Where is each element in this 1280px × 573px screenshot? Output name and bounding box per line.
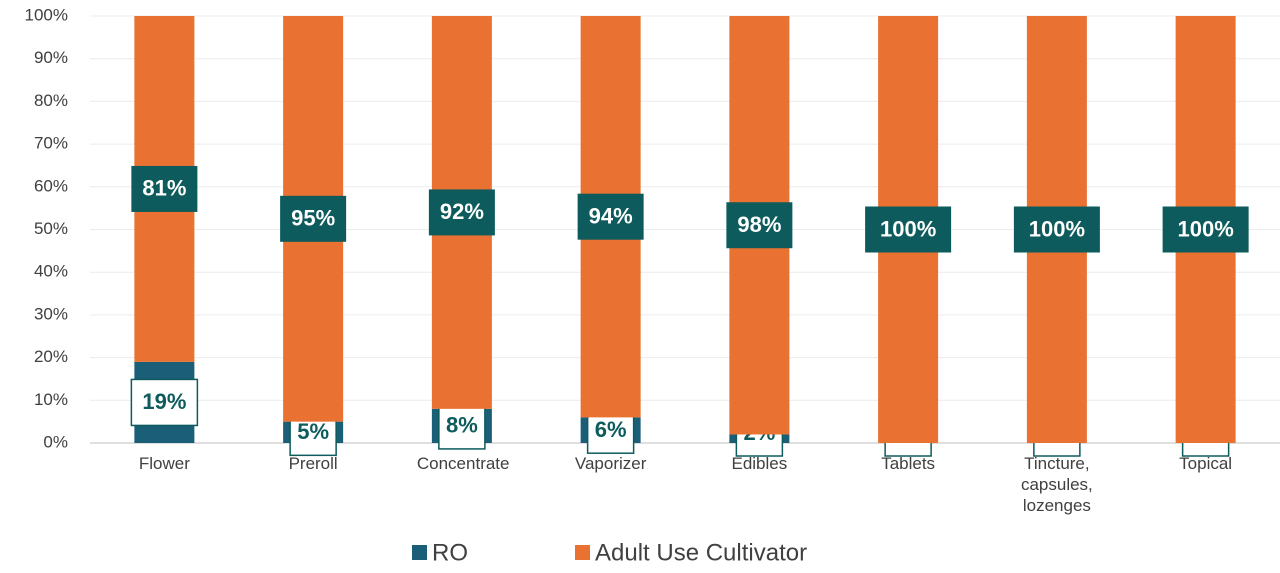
data-label: 8%	[446, 413, 478, 438]
x-tick-label: Vaporizer	[574, 454, 647, 473]
data-label: 100%	[1029, 216, 1085, 241]
x-tick-label: Edibles	[731, 454, 788, 473]
y-tick-label: 20%	[34, 347, 68, 366]
y-tick-label: 80%	[34, 91, 68, 110]
y-tick-label: 10%	[34, 390, 68, 409]
x-tick-label-box: Vaporizer	[574, 454, 647, 473]
legend-swatch	[412, 545, 427, 560]
legend-label: Adult Use Cultivator	[595, 539, 807, 566]
x-tick-label: Tincture, capsules, lozenges	[1020, 454, 1093, 515]
x-tick-label: Flower	[138, 454, 190, 473]
data-label-box	[865, 206, 952, 253]
data-label-box	[577, 193, 644, 240]
data-label-box	[726, 202, 793, 249]
data-label: 6%	[595, 417, 627, 442]
data-label: 81%	[142, 176, 186, 201]
data-label: 94%	[589, 204, 633, 229]
data-label-box	[428, 189, 495, 236]
y-tick-label: 70%	[34, 134, 68, 153]
x-tick-label: Tablets	[881, 454, 936, 473]
y-tick-label: 30%	[34, 304, 68, 323]
data-label-box	[1162, 206, 1249, 253]
data-label-box	[130, 378, 199, 427]
data-label-box	[1013, 206, 1100, 253]
x-tick-label: Concentrate	[416, 454, 510, 473]
x-tick-label-box: Concentrate	[416, 454, 510, 473]
x-tick-label-box: Preroll	[288, 454, 338, 473]
data-label: 5%	[297, 419, 329, 444]
y-tick-label: 100%	[25, 5, 68, 24]
data-label: 19%	[142, 389, 186, 414]
y-tick-label: 0%	[43, 432, 68, 451]
data-label-box	[438, 402, 486, 450]
x-tick-label: Preroll	[288, 454, 338, 473]
x-tick-label-box: Tablets	[881, 454, 936, 473]
x-tick-label-box: Tincture, capsules, lozenges	[1020, 454, 1093, 515]
x-tick-label-box: Edibles	[731, 454, 788, 473]
data-label: 92%	[440, 199, 484, 224]
data-label-box	[280, 195, 347, 242]
data-label: 100%	[880, 216, 936, 241]
legend-label: RO	[432, 539, 468, 566]
data-label: 95%	[291, 206, 335, 231]
data-label: 98%	[737, 212, 781, 237]
y-tick-label: 50%	[34, 219, 68, 238]
y-tick-label: 60%	[34, 176, 68, 195]
y-tick-label: 90%	[34, 48, 68, 67]
x-tick-label: Topical	[1179, 454, 1233, 473]
legend-swatch	[575, 545, 590, 560]
x-tick-label-box: Topical	[1179, 454, 1233, 473]
data-label-box	[131, 165, 198, 212]
x-tick-label-box: Flower	[138, 454, 190, 473]
y-tick-label: 40%	[34, 262, 68, 281]
data-label: 100%	[1177, 216, 1233, 241]
